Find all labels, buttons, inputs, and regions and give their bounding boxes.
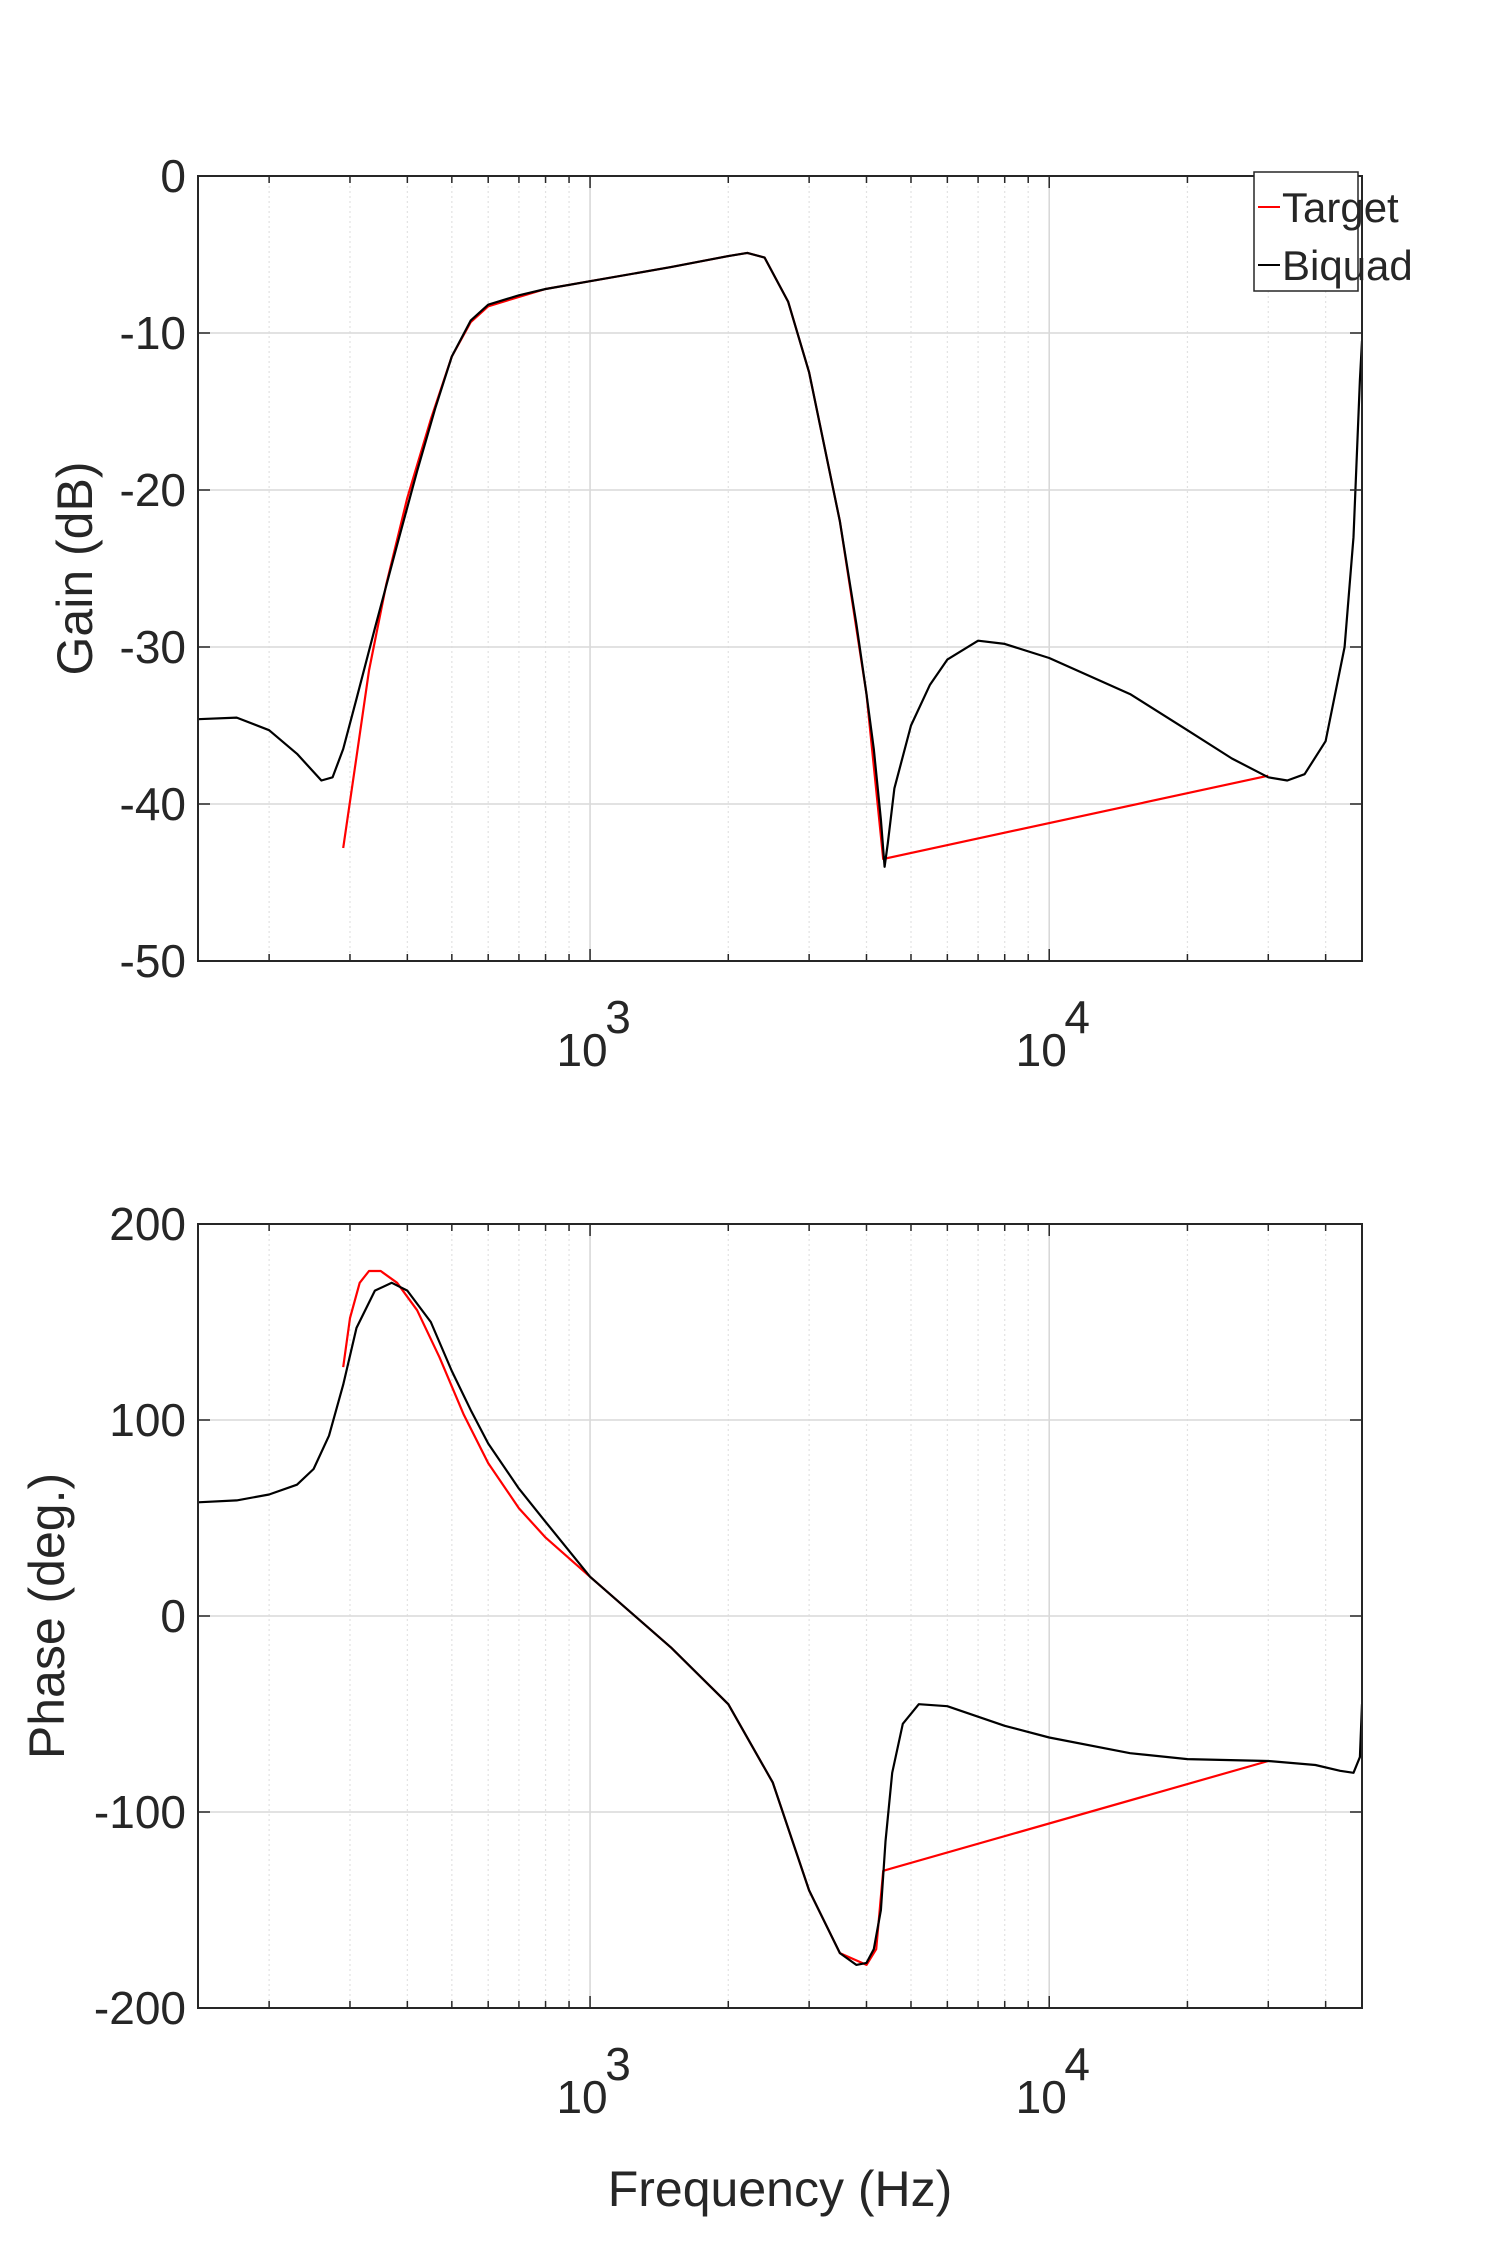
y-tick-label: -100 <box>94 1786 186 1838</box>
legend: Target Biquad <box>1253 171 1413 292</box>
x-tick-label: 10 <box>1016 2071 1067 2123</box>
x-tick-label: 10 <box>1016 1024 1067 1076</box>
x-tick-label: 10 <box>556 2071 607 2123</box>
series-group <box>198 251 1362 868</box>
y-tick-label: 100 <box>109 1394 186 1446</box>
x-tick-exponent: 3 <box>605 991 631 1043</box>
ticks <box>198 1223 1362 2009</box>
y-axis-label: Phase (deg.) <box>19 1473 75 1759</box>
ticks <box>198 175 1362 962</box>
series-line-biquad <box>198 1281 1362 1966</box>
series-group <box>198 1269 1362 1966</box>
y-tick-label: -10 <box>120 307 186 359</box>
y-axis-label: Gain (dB) <box>47 462 103 676</box>
y-tick-label: -40 <box>120 778 186 830</box>
y-tick-label: -30 <box>120 621 186 673</box>
y-tick-label: 200 <box>109 1198 186 1250</box>
y-tick-label: -200 <box>94 1982 186 2034</box>
y-tick-label: -50 <box>120 935 186 987</box>
legend-label-target: Target <box>1282 184 1399 231</box>
legend-box <box>1253 171 1359 292</box>
x-tick-exponent: 4 <box>1064 2038 1090 2090</box>
series-line-target <box>342 1269 1269 1966</box>
legend-label-biquad: Biquad <box>1282 242 1413 289</box>
x-tick-exponent: 4 <box>1064 991 1090 1043</box>
axes-box <box>197 175 1363 962</box>
x-axis-label: Frequency (Hz) <box>608 2161 953 2217</box>
y-tick-label: -20 <box>120 464 186 516</box>
x-tick-label: 10 <box>556 1024 607 1076</box>
y-tick-label: 0 <box>160 150 186 202</box>
x-tick-exponent: 3 <box>605 2038 631 2090</box>
series-line-biquad <box>198 251 1362 868</box>
y-tick-label: 0 <box>160 1590 186 1642</box>
